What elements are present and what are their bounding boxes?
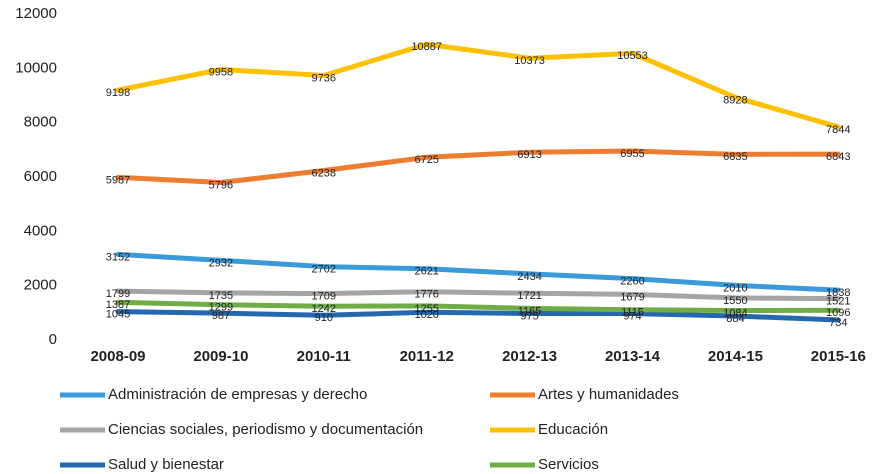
data-label: 975	[520, 310, 538, 322]
data-label: 6955	[620, 148, 644, 160]
x-tick-label: 2011-12	[400, 348, 454, 365]
data-label: 2260	[620, 276, 644, 288]
series-line	[115, 251, 841, 293]
data-label: 5796	[209, 179, 233, 191]
data-label: 10373	[514, 55, 545, 67]
data-label: 2434	[517, 271, 541, 283]
data-label: 6238	[312, 167, 336, 179]
data-label: 1255	[414, 303, 438, 315]
y-tick-label: 10000	[15, 59, 57, 76]
y-tick-label: 0	[49, 331, 57, 348]
x-tick-label: 2013-14	[605, 348, 661, 365]
series-line	[115, 148, 841, 186]
x-tick-label: 2009-10	[193, 348, 248, 365]
data-label: 10887	[411, 41, 442, 53]
data-label: 7844	[826, 124, 850, 136]
data-label: 10553	[617, 50, 648, 62]
data-label: 734	[829, 317, 847, 329]
data-label: 2932	[209, 257, 233, 269]
data-label: 9736	[312, 72, 336, 84]
y-tick-label: 12000	[15, 5, 57, 22]
data-label: 987	[212, 310, 230, 322]
data-label: 1165	[518, 305, 542, 317]
series-line	[115, 299, 841, 314]
data-label: 9198	[106, 87, 130, 99]
data-label: 884	[726, 313, 744, 325]
data-label: 8928	[723, 94, 747, 106]
data-label: 1709	[312, 290, 336, 302]
data-label: 1838	[826, 287, 850, 299]
data-label: 5987	[106, 174, 130, 186]
x-tick-label: 2010-11	[297, 348, 351, 365]
data-label: 6913	[517, 149, 541, 161]
data-label: 1776	[414, 289, 438, 301]
x-tick-label: 2014-15	[708, 348, 763, 365]
series-line	[115, 41, 841, 130]
data-label: 1045	[106, 309, 130, 321]
y-tick-label: 4000	[24, 222, 57, 239]
data-label: 974	[623, 310, 641, 322]
data-label: 6725	[414, 154, 438, 166]
series-line	[115, 309, 841, 323]
legend-label: Artes y humanidades	[538, 386, 679, 403]
data-label: 1242	[312, 303, 336, 315]
x-tick-label: 2012-13	[502, 348, 557, 365]
legend-label: Administración de empresas y derecho	[108, 386, 367, 403]
data-label: 910	[315, 312, 333, 324]
legend-label: Educación	[538, 421, 608, 438]
legend-label: Salud y bienestar	[108, 456, 224, 473]
legend-label: Ciencias sociales, periodismo y document…	[108, 421, 423, 438]
y-tick-label: 6000	[24, 168, 57, 185]
series-line	[115, 288, 841, 302]
data-label: 9958	[209, 66, 233, 78]
data-label: 1521	[826, 296, 850, 308]
data-label: 6835	[723, 151, 747, 163]
data-label: 1721	[517, 290, 541, 302]
y-tick-label: 2000	[24, 277, 57, 294]
data-label: 1735	[209, 290, 233, 302]
data-label: 2010	[723, 282, 747, 294]
data-label: 1387	[106, 299, 130, 311]
y-tick-label: 8000	[24, 114, 57, 131]
data-label: 6843	[826, 151, 850, 163]
data-label: 1799	[106, 288, 130, 300]
data-label: 2621	[414, 266, 438, 278]
data-label: 1299	[209, 302, 233, 314]
data-label: 1679	[620, 291, 644, 303]
data-label: 3152	[106, 251, 130, 263]
legend-label: Servicios	[538, 456, 599, 473]
x-tick-label: 2015-16	[811, 348, 866, 365]
data-label: 2702	[312, 264, 336, 276]
data-label: 1096	[826, 307, 850, 319]
data-label: 1020	[414, 309, 438, 321]
data-label: 1115	[621, 307, 644, 319]
data-label: 1550	[723, 295, 747, 307]
x-tick-label: 2008-09	[90, 348, 145, 365]
data-label: 1084	[723, 307, 747, 319]
